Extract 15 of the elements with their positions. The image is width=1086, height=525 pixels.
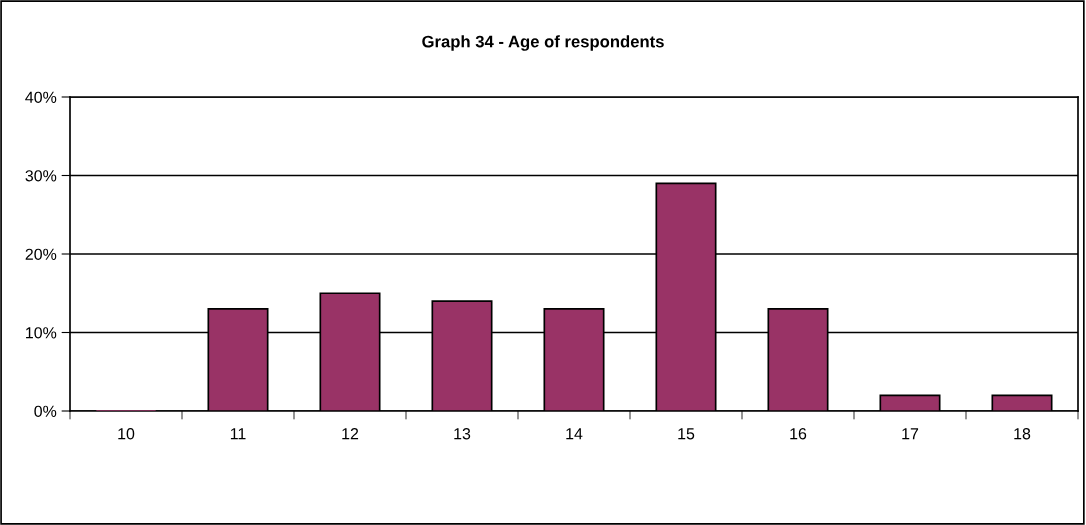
x-tick-label: 18 (1014, 428, 1031, 440)
x-tick-label: 12 (342, 428, 359, 440)
y-tick-label: 40% (25, 91, 57, 103)
chart-title: Graph 34 - Age of respondents (422, 35, 664, 51)
x-tick-label: 13 (454, 428, 471, 440)
y-tick-label: 30% (25, 170, 57, 182)
x-tick-label: 17 (902, 428, 919, 440)
x-tick-label: 14 (566, 428, 583, 440)
x-tick-label: 15 (678, 428, 695, 440)
x-tick-label: 16 (790, 428, 807, 440)
y-tick-label: 10% (26, 327, 57, 339)
x-tick-label: 11 (230, 428, 246, 440)
y-tick-label: 20% (25, 248, 57, 260)
x-tick-label: 10 (118, 428, 135, 440)
y-tick-label: 0% (34, 405, 57, 417)
